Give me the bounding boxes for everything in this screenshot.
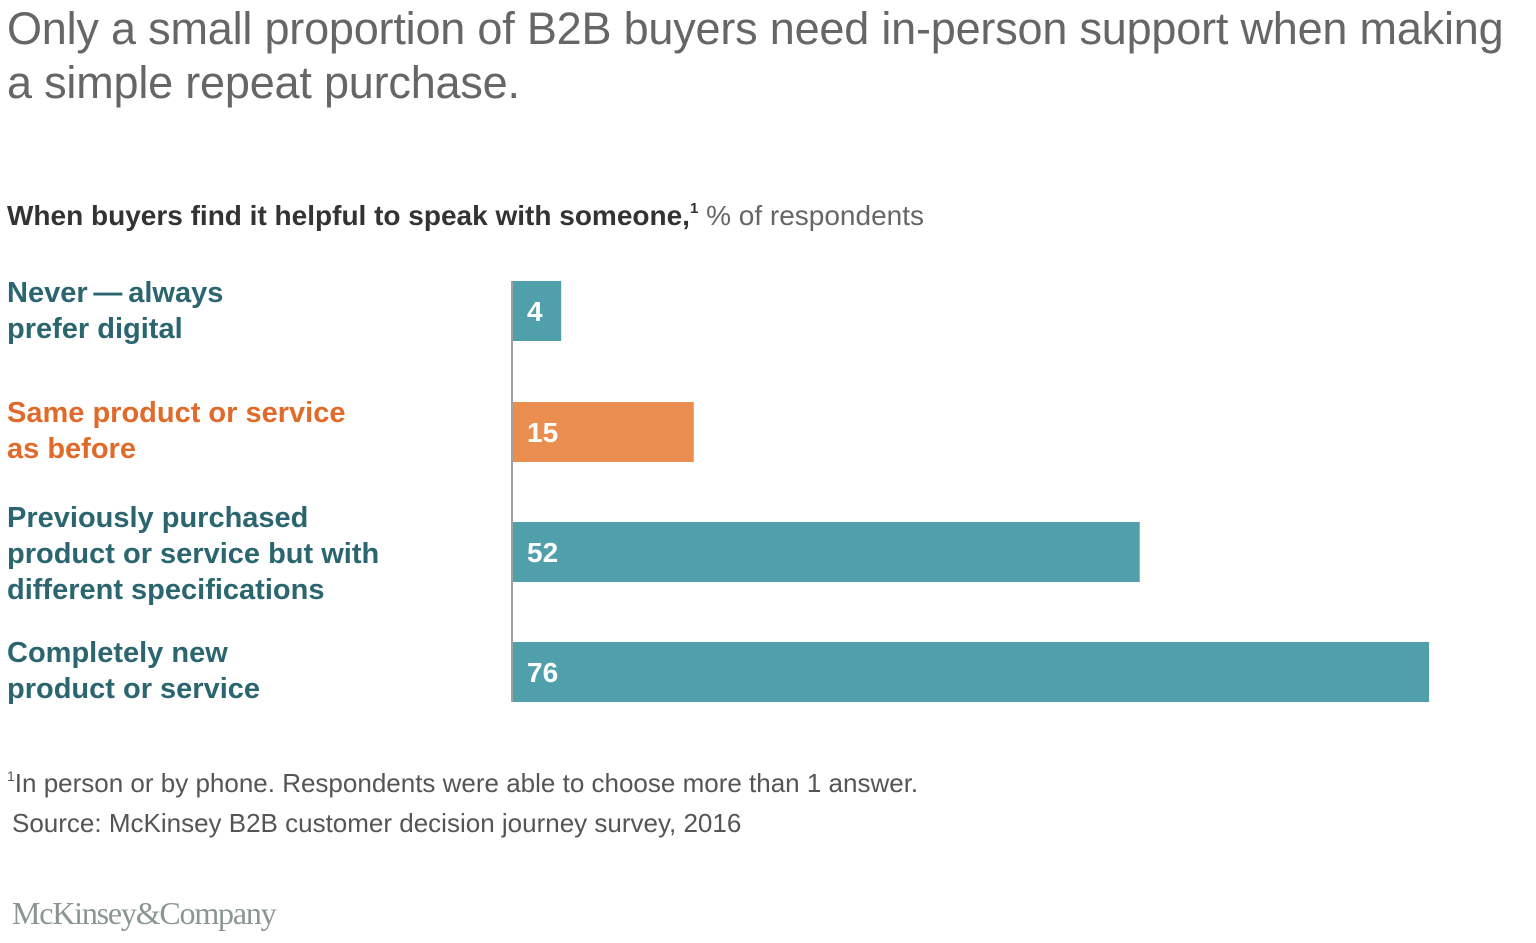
category-label: Same product or service as before — [7, 395, 345, 467]
category-label-line: Same product or service — [7, 397, 346, 429]
category-label-line: Completely new — [7, 637, 228, 669]
category-label-line: product or service but with — [7, 538, 380, 570]
bar-3 — [513, 642, 1429, 702]
bar-2 — [513, 522, 1140, 582]
chart-title: Only a small proportion of B2B buyers ne… — [7, 3, 1504, 108]
category-label: Completely new product or service — [7, 635, 260, 707]
category-label-line: different specifications — [7, 574, 325, 606]
footnote-marker: 1 — [7, 768, 15, 784]
chart-subtitle: When buyers find it helpful to speak wit… — [7, 192, 924, 233]
category-label: Never — always prefer digital — [7, 275, 223, 347]
bar-value-label: 52 — [527, 537, 558, 568]
category-label-line: product or service — [7, 673, 261, 705]
category-label: Previously purchased product or service b… — [7, 500, 379, 608]
footnote-text: In person or by phone. Respondents were … — [14, 768, 919, 798]
subtitle-unit: % of respondents — [698, 200, 924, 231]
bar-0 — [513, 281, 562, 341]
footnote: 1In person or by phone. Respondents were… — [7, 760, 918, 799]
bar-1 — [513, 402, 694, 462]
category-label-line: prefer digital — [7, 313, 183, 345]
bar-value-label: 76 — [527, 657, 558, 688]
mckinsey-logo: McKinsey&Company — [12, 895, 277, 931]
bar-value-label: 4 — [527, 296, 543, 327]
category-label-line: as before — [7, 433, 136, 465]
subtitle-footnote-marker: 1 — [689, 200, 699, 217]
subtitle-main: When buyers find it helpful to speak wit… — [7, 200, 690, 231]
bar-value-label: 15 — [527, 417, 558, 448]
source-note: Source: McKinsey B2B customer decision j… — [12, 808, 742, 838]
category-label-line: Previously purchased — [7, 502, 309, 534]
category-label-line: Never — always — [7, 277, 224, 309]
